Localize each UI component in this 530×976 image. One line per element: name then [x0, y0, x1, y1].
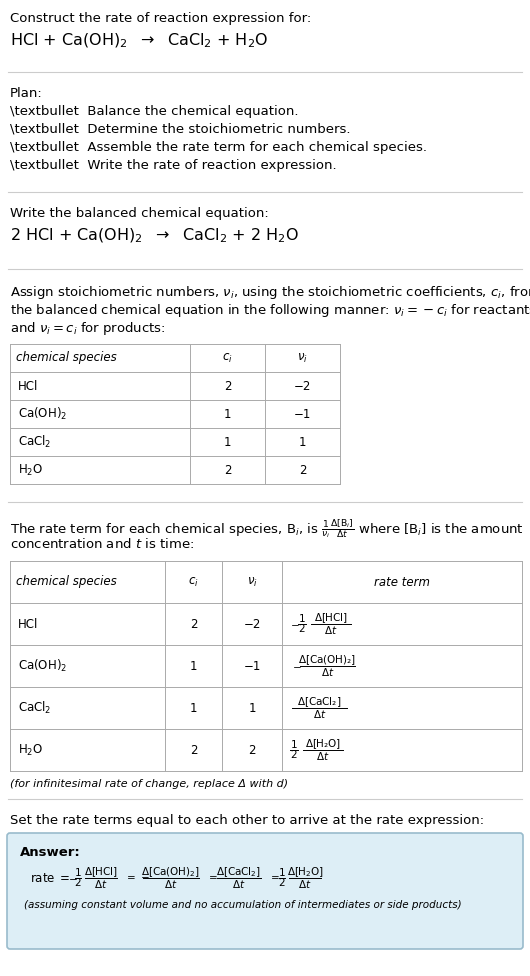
Text: $\nu_i$: $\nu_i$	[297, 351, 308, 365]
Text: Assign stoichiometric numbers, $\nu_i$, using the stoichiometric coefficients, $: Assign stoichiometric numbers, $\nu_i$, …	[10, 284, 530, 301]
Text: $\Delta$[CaCl$_2$]: $\Delta$[CaCl$_2$]	[216, 865, 262, 879]
Text: \textbullet  Determine the stoichiometric numbers.: \textbullet Determine the stoichiometric…	[10, 123, 350, 136]
Text: 1: 1	[299, 435, 306, 449]
Text: 1: 1	[279, 868, 285, 878]
Text: Ca(OH)$_2$: Ca(OH)$_2$	[18, 658, 67, 674]
Text: $=$: $=$	[203, 873, 218, 883]
Text: $-$: $-$	[68, 873, 77, 883]
Text: 2: 2	[190, 618, 197, 630]
Text: $\Delta t$: $\Delta t$	[313, 708, 326, 720]
Text: −1: −1	[243, 660, 261, 672]
Text: −2: −2	[243, 618, 261, 630]
Text: $\Delta$[HCl]: $\Delta$[HCl]	[314, 611, 348, 625]
Text: $\nu_i$: $\nu_i$	[246, 576, 258, 589]
Text: $-$: $-$	[290, 619, 299, 629]
Text: Write the balanced chemical equation:: Write the balanced chemical equation:	[10, 207, 269, 220]
Text: Answer:: Answer:	[20, 846, 81, 859]
Text: Construct the rate of reaction expression for:: Construct the rate of reaction expressio…	[10, 12, 311, 25]
Text: $\Delta$[HCl]: $\Delta$[HCl]	[84, 865, 118, 879]
Text: −2: −2	[294, 380, 311, 392]
Text: 1: 1	[75, 868, 81, 878]
Text: 1: 1	[224, 408, 231, 421]
Text: (for infinitesimal rate of change, replace Δ with d): (for infinitesimal rate of change, repla…	[10, 779, 288, 789]
Text: CaCl$_2$: CaCl$_2$	[18, 700, 51, 716]
Text: 1: 1	[190, 702, 197, 714]
Text: The rate term for each chemical species, B$_i$, is $\frac{1}{\nu_i}\frac{\Delta[: The rate term for each chemical species,…	[10, 517, 524, 540]
Text: H$_2$O: H$_2$O	[18, 463, 43, 477]
Text: 1: 1	[224, 435, 231, 449]
Text: H$_2$O: H$_2$O	[18, 743, 43, 757]
Text: rate term: rate term	[374, 576, 430, 589]
Text: $\Delta t$: $\Delta t$	[321, 666, 334, 678]
Text: 2 HCl + Ca(OH)$_2$  $\rightarrow$  CaCl$_2$ + 2 H$_2$O: 2 HCl + Ca(OH)$_2$ $\rightarrow$ CaCl$_2…	[10, 227, 299, 245]
Text: $\Delta t$: $\Delta t$	[298, 878, 312, 890]
Text: \textbullet  Balance the chemical equation.: \textbullet Balance the chemical equatio…	[10, 105, 298, 118]
Text: Set the rate terms equal to each other to arrive at the rate expression:: Set the rate terms equal to each other t…	[10, 814, 484, 827]
Text: HCl + Ca(OH)$_2$  $\rightarrow$  CaCl$_2$ + H$_2$O: HCl + Ca(OH)$_2$ $\rightarrow$ CaCl$_2$ …	[10, 32, 268, 51]
Text: 2: 2	[290, 750, 297, 760]
Text: $c_i$: $c_i$	[188, 576, 199, 589]
Text: $\Delta t$: $\Delta t$	[324, 624, 338, 636]
Text: 2: 2	[190, 744, 197, 756]
Text: the balanced chemical equation in the following manner: $\nu_i = -c_i$ for react: the balanced chemical equation in the fo…	[10, 302, 530, 319]
Text: CaCl$_2$: CaCl$_2$	[18, 434, 51, 450]
Text: $\Delta t$: $\Delta t$	[94, 878, 108, 890]
Text: Ca(OH)$_2$: Ca(OH)$_2$	[18, 406, 67, 422]
Text: 1: 1	[248, 702, 256, 714]
Text: 2: 2	[279, 878, 285, 888]
Text: HCl: HCl	[18, 380, 38, 392]
Text: $\Delta$[Ca(OH)$_2$]: $\Delta$[Ca(OH)$_2$]	[142, 865, 200, 879]
Text: rate $=$: rate $=$	[30, 872, 70, 884]
Text: 1: 1	[290, 740, 297, 750]
Text: $\Delta$[H$_2$O]: $\Delta$[H$_2$O]	[287, 865, 323, 879]
Text: 1: 1	[299, 614, 305, 624]
Text: \textbullet  Assemble the rate term for each chemical species.: \textbullet Assemble the rate term for e…	[10, 141, 427, 154]
Text: $\Delta$[Ca(OH)₂]: $\Delta$[Ca(OH)₂]	[298, 653, 357, 667]
Text: 2: 2	[224, 464, 231, 476]
Text: 2: 2	[224, 380, 231, 392]
Text: −1: −1	[294, 408, 311, 421]
Text: $=$: $=$	[265, 873, 280, 883]
Text: 2: 2	[75, 878, 81, 888]
Text: 2: 2	[299, 464, 306, 476]
Text: 1: 1	[190, 660, 197, 672]
FancyBboxPatch shape	[7, 833, 523, 949]
Text: chemical species: chemical species	[16, 351, 117, 364]
Text: $\Delta$[H₂O]: $\Delta$[H₂O]	[305, 737, 341, 751]
Text: 2: 2	[299, 624, 305, 634]
Text: $\Delta t$: $\Delta t$	[316, 750, 330, 762]
Text: (assuming constant volume and no accumulation of intermediates or side products): (assuming constant volume and no accumul…	[24, 900, 462, 910]
Text: Plan:: Plan:	[10, 87, 43, 100]
Text: 2: 2	[248, 744, 256, 756]
Text: $\Delta t$: $\Delta t$	[164, 878, 178, 890]
Text: HCl: HCl	[18, 618, 38, 630]
Text: chemical species: chemical species	[16, 576, 117, 589]
Text: $\Delta t$: $\Delta t$	[232, 878, 246, 890]
Text: and $\nu_i = c_i$ for products:: and $\nu_i = c_i$ for products:	[10, 320, 165, 337]
Text: $=$ $-$: $=$ $-$	[121, 873, 150, 883]
Text: $c_i$: $c_i$	[222, 351, 233, 365]
Text: $-$: $-$	[292, 661, 302, 671]
Text: \textbullet  Write the rate of reaction expression.: \textbullet Write the rate of reaction e…	[10, 159, 337, 172]
Text: concentration and $t$ is time:: concentration and $t$ is time:	[10, 537, 194, 551]
Text: $\Delta$[CaCl₂]: $\Delta$[CaCl₂]	[297, 695, 342, 709]
